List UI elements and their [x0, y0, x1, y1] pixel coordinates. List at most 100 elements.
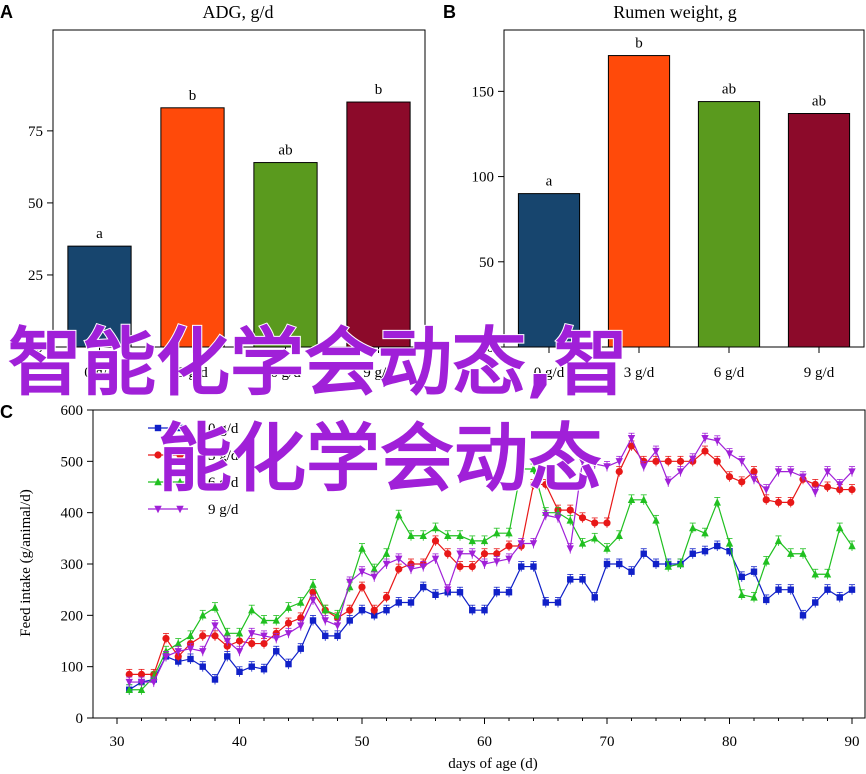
- c-data-point: [579, 576, 586, 583]
- c-data-point: [848, 541, 856, 550]
- c-data-point: [235, 648, 244, 656]
- c-data-point: [456, 562, 464, 571]
- a-xtick-label: 0 g/d: [84, 365, 115, 381]
- c-data-point: [358, 607, 366, 614]
- c-data-point: [578, 539, 587, 547]
- c-data-point: [297, 614, 305, 622]
- c-data-point: [701, 529, 709, 537]
- c-series-2: [125, 463, 856, 695]
- a-bar-label: b: [189, 88, 197, 104]
- c-data-point: [505, 589, 513, 596]
- c-data-point: [701, 447, 709, 455]
- c-data-point: [358, 568, 366, 576]
- panel-a-plot-frame: [52, 29, 426, 348]
- c-data-point: [468, 550, 476, 558]
- c-data-point: [284, 630, 293, 638]
- c-data-point: [383, 607, 390, 614]
- c-data-point: [542, 599, 549, 606]
- a-bar: [253, 162, 318, 348]
- c-data-point: [469, 607, 476, 614]
- c-legend-marker: [154, 424, 162, 432]
- c-data-point: [725, 539, 734, 547]
- c-data-point: [186, 645, 195, 653]
- c-data-point: [187, 655, 194, 663]
- a-bar-label: ab: [278, 143, 292, 159]
- c-legend-marker: [176, 424, 184, 432]
- c-data-point: [382, 560, 391, 569]
- c-data-point: [750, 476, 758, 484]
- c-ytick-label: 200: [61, 608, 84, 624]
- c-data-point: [468, 536, 476, 545]
- c-legend-label: 0 g/d: [208, 421, 239, 437]
- c-legend-label: 6 g/d: [208, 475, 239, 491]
- c-data-point: [309, 617, 317, 624]
- panel-c: C 0 100 200 300 400 500 600 30 40 50 60 70 80 90 0 g/…: [0, 402, 866, 772]
- c-data-point: [567, 576, 574, 583]
- c-legend-marker: [154, 477, 162, 486]
- c-data-point: [382, 549, 391, 557]
- c-xtick-label: 70: [600, 734, 615, 750]
- c-data-point: [309, 588, 317, 596]
- a-ytick-label: 75: [28, 124, 43, 140]
- c-data-point: [750, 568, 758, 575]
- c-data-point: [505, 529, 513, 537]
- c-data-point: [456, 531, 464, 539]
- c-data-point: [223, 629, 231, 637]
- c-data-point: [763, 596, 770, 604]
- c-data-point: [799, 549, 807, 557]
- c-data-point: [211, 632, 219, 640]
- c-data-point: [371, 612, 378, 619]
- panel-a-letter: A: [0, 2, 13, 22]
- c-data-point: [726, 547, 733, 555]
- c-data-point: [836, 485, 844, 494]
- c-data-point: [774, 498, 783, 506]
- c-xtick-label: 50: [355, 734, 370, 750]
- c-data-point: [701, 435, 709, 443]
- panel-c-letter: C: [0, 402, 13, 422]
- c-data-point: [199, 632, 207, 640]
- c-data-point: [199, 648, 207, 656]
- c-data-point: [775, 586, 782, 593]
- c-data-point: [591, 534, 599, 542]
- c-data-point: [799, 473, 807, 481]
- c-data-point: [762, 486, 770, 494]
- c-data-point: [615, 458, 623, 466]
- c-data-point: [395, 565, 403, 573]
- b-xtick-label: 9 g/d: [804, 365, 835, 381]
- c-data-point: [529, 480, 538, 489]
- c-data-point: [554, 508, 562, 516]
- c-data-point: [297, 622, 305, 630]
- c-data-point: [664, 562, 672, 570]
- c-data-point: [395, 511, 403, 519]
- c-data-point: [395, 599, 402, 606]
- c-data-point: [554, 514, 562, 522]
- c-data-point: [725, 450, 734, 458]
- c-data-point: [615, 531, 623, 539]
- c-data-point: [395, 555, 403, 564]
- c-data-point: [774, 468, 783, 476]
- c-data-point: [297, 645, 304, 652]
- c-data-point: [627, 495, 636, 504]
- c-data-point: [211, 622, 219, 630]
- a-ytick-label: 50: [28, 196, 43, 212]
- c-data-point: [248, 630, 256, 638]
- c-data-point: [370, 573, 378, 582]
- c-data-point: [493, 558, 501, 566]
- a-xtick-label: 6 g/d: [270, 365, 301, 381]
- c-data-point: [260, 632, 268, 641]
- c-data-point: [554, 599, 562, 606]
- c-data-point: [603, 560, 611, 568]
- c-data-point: [432, 591, 439, 598]
- c-data-point: [750, 593, 758, 601]
- c-data-point: [407, 599, 415, 606]
- a-ytick-label: 25: [28, 268, 43, 284]
- c-data-point: [346, 578, 354, 587]
- c-data-point: [676, 468, 685, 476]
- c-data-point: [309, 596, 317, 605]
- c-data-point: [518, 563, 525, 570]
- c-data-point: [578, 514, 587, 522]
- c-data-point: [652, 447, 660, 456]
- c-data-point: [333, 622, 342, 630]
- c-data-point: [174, 639, 182, 647]
- c-data-point: [713, 437, 721, 445]
